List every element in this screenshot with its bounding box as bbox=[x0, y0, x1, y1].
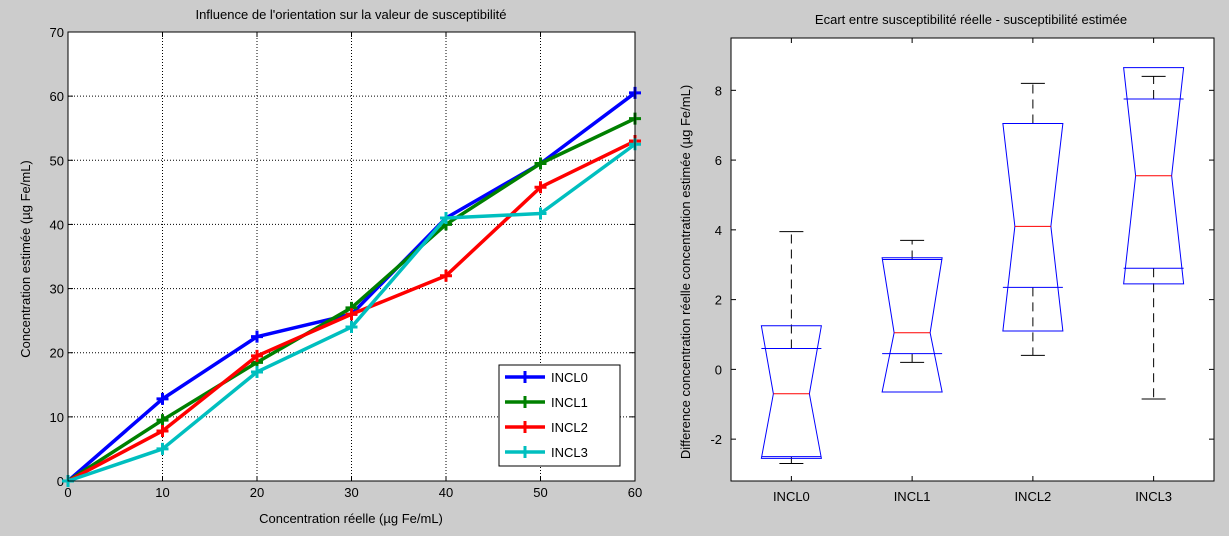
legend-swatch-marker bbox=[519, 396, 531, 408]
boxplot-chart-title: Ecart entre susceptibilité réelle - susc… bbox=[815, 12, 1127, 27]
y-tick-label: 0 bbox=[57, 474, 64, 489]
x-tick-label: 10 bbox=[155, 485, 169, 500]
data-point-marker bbox=[251, 330, 263, 343]
y-tick-label: 10 bbox=[50, 410, 64, 425]
data-point-marker bbox=[251, 365, 263, 378]
boxplot-axes-box bbox=[730, 37, 1215, 482]
y-tick-label: 4 bbox=[715, 223, 722, 238]
data-point-marker bbox=[345, 321, 358, 334]
legend-box bbox=[498, 364, 621, 467]
boxplot-chart-plot-area: -2 0 2 4 6 8 INCL0 INCL1 INCL2 INCL3 bbox=[710, 37, 1215, 504]
y-tick-label: 2 bbox=[715, 293, 722, 308]
x-tick-label-incl0: INCL0 bbox=[773, 489, 810, 504]
x-tick-label: 60 bbox=[628, 485, 642, 500]
y-tick-label: 70 bbox=[50, 25, 64, 40]
legend-swatch-marker bbox=[519, 446, 531, 458]
box-incl3 bbox=[1123, 67, 1185, 400]
data-point-marker bbox=[440, 269, 452, 282]
data-point-marker bbox=[251, 349, 263, 362]
y-tick-label: 60 bbox=[50, 89, 64, 104]
line-chart-panel: Influence de l'orientation sur la valeur… bbox=[18, 7, 642, 526]
boxplot-chart-y-axis-label: Difference concentration réelle concentr… bbox=[678, 85, 693, 459]
line-chart-x-axis-label: Concentration réelle (µg Fe/mL) bbox=[259, 511, 443, 526]
legend-swatch-marker bbox=[519, 371, 531, 383]
y-tick-label: 20 bbox=[50, 346, 64, 361]
legend-entry-incl3: INCL3 bbox=[551, 445, 588, 460]
line-chart-y-axis-label: Concentration estimée (µg Fe/mL) bbox=[18, 160, 33, 358]
data-point-marker bbox=[345, 308, 358, 321]
legend-entry-incl1: INCL1 bbox=[551, 395, 588, 410]
line-chart-axes-box bbox=[67, 31, 636, 482]
data-point-marker bbox=[534, 157, 547, 170]
boxplot-chart-panel: Ecart entre susceptibilité réelle - susc… bbox=[678, 12, 1215, 504]
y-tick-label: 30 bbox=[50, 282, 64, 297]
boxplot-background bbox=[731, 38, 1214, 481]
y-tick-label: 0 bbox=[715, 362, 722, 377]
legend-entry-incl0: INCL0 bbox=[551, 370, 588, 385]
box-incl0 bbox=[760, 231, 822, 465]
line-chart-plot-area: 0 10 20 30 40 50 60010203040506070INCL0INCL1IN… bbox=[50, 25, 643, 500]
legend-entry-incl2: INCL2 bbox=[551, 420, 588, 435]
x-tick-label-incl2: INCL2 bbox=[1014, 489, 1051, 504]
y-tick-label: 8 bbox=[715, 83, 722, 98]
data-point-marker bbox=[156, 424, 169, 437]
x-tick-label: 50 bbox=[533, 485, 547, 500]
x-tick-label-incl1: INCL1 bbox=[894, 489, 931, 504]
y-tick-label: 6 bbox=[715, 153, 722, 168]
x-tick-label: 40 bbox=[439, 485, 453, 500]
x-tick-label: 0 bbox=[64, 485, 71, 500]
data-point-marker bbox=[156, 414, 169, 427]
data-point-marker bbox=[534, 181, 547, 194]
y-tick-label: 50 bbox=[50, 153, 64, 168]
x-tick-label: 30 bbox=[344, 485, 358, 500]
data-point-marker bbox=[156, 442, 169, 455]
x-tick-label-incl3: INCL3 bbox=[1135, 489, 1172, 504]
y-tick-label: 40 bbox=[50, 217, 64, 232]
line-chart-title: Influence de l'orientation sur la valeur… bbox=[195, 7, 506, 22]
legend: INCL0 INCL1 INCL2 INCL3 bbox=[498, 364, 621, 467]
data-point-marker bbox=[156, 392, 169, 405]
x-tick-label: 20 bbox=[250, 485, 264, 500]
y-tick-label: -2 bbox=[710, 432, 722, 447]
data-point-marker bbox=[440, 212, 452, 225]
box-incl2 bbox=[1002, 82, 1064, 356]
legend-swatch-marker bbox=[519, 421, 531, 433]
box-incl1 bbox=[881, 239, 943, 393]
data-point-marker bbox=[534, 207, 547, 220]
